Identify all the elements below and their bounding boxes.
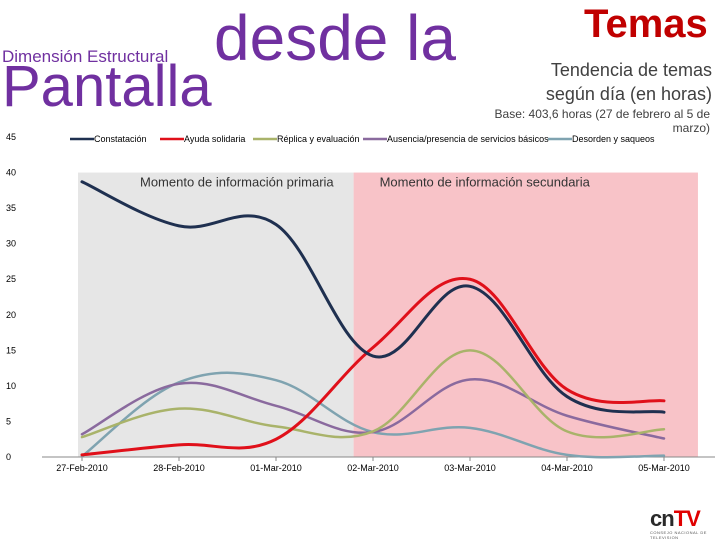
data-point-constatacion: [275, 223, 277, 226]
y-tick-label: 15: [6, 345, 16, 355]
x-tick-label: 04-Mar-2010: [541, 463, 593, 473]
data-point-desorden: [663, 454, 665, 457]
logo-accent-text: TV: [673, 506, 701, 531]
data-point-constatacion: [372, 355, 374, 357]
y-tick-label: 20: [6, 310, 16, 320]
data-point-ausencia: [566, 414, 568, 417]
data-point-ayuda_solidaria: [372, 346, 374, 349]
legend-label-desorden: Desorden y saqueos: [572, 134, 655, 144]
data-point-replica: [275, 425, 277, 428]
x-tick-label: 01-Mar-2010: [250, 463, 302, 473]
y-tick-label: 30: [6, 239, 16, 249]
data-point-desorden: [469, 427, 471, 429]
data-point-constatacion: [469, 285, 471, 288]
data-point-replica: [178, 407, 180, 410]
legend-label-ausencia: Ausencia/presencia de servicios básicos: [387, 134, 549, 144]
base-note: Base: 403,6 horas (27 de febrero al 5 de…: [494, 107, 710, 135]
data-point-replica: [663, 428, 665, 431]
data-point-ayuda_solidaria: [663, 400, 665, 402]
region-primary: [78, 172, 354, 458]
x-tick-label: 05-Mar-2010: [638, 463, 690, 473]
y-tick-label: 40: [6, 168, 16, 178]
page-title-part-1: desde la: [214, 2, 456, 74]
x-tick-label: 03-Mar-2010: [444, 463, 496, 473]
x-tick-label: 02-Mar-2010: [347, 463, 399, 473]
data-point-replica: [469, 349, 471, 352]
x-tick-label: 28-Feb-2010: [153, 463, 205, 473]
data-point-replica: [81, 436, 83, 438]
x-tick-label: 27-Feb-2010: [56, 463, 108, 473]
data-point-ausencia: [81, 433, 83, 436]
data-point-ayuda_solidaria: [469, 278, 471, 281]
y-tick-label: 10: [6, 381, 16, 391]
temas-heading: Temas: [584, 2, 708, 46]
y-tick-label: 45: [6, 132, 16, 142]
legend-label-constatacion: Constatación: [94, 134, 147, 144]
y-tick-label: 35: [6, 203, 16, 213]
data-point-ayuda_solidaria: [178, 444, 180, 446]
data-point-ayuda_solidaria: [275, 438, 277, 441]
data-point-ayuda_solidaria: [81, 454, 83, 456]
logo-subtext: CONSEJO NACIONAL DE TELEVISION: [650, 530, 707, 540]
logo-main-text: cn: [650, 506, 675, 531]
y-tick-label: 5: [6, 416, 11, 426]
data-point-constatacion: [663, 411, 665, 414]
data-point-replica: [372, 430, 374, 433]
region-secondary: [353, 172, 698, 458]
data-point-ayuda_solidaria: [566, 388, 568, 391]
legend-label-replica: Réplica y evaluación: [277, 134, 360, 144]
data-point-ausencia: [469, 378, 471, 381]
legend-label-ayuda_solidaria: Ayuda solidaria: [184, 134, 245, 144]
data-point-desorden: [566, 454, 568, 456]
data-point-ausencia: [663, 437, 665, 440]
data-point-replica: [566, 430, 568, 433]
cntv-logo: cnTV CONSEJO NACIONAL DE TELEVISION: [650, 508, 720, 540]
data-point-ausencia: [178, 382, 180, 385]
chart-title-line-1: Tendencia de temas: [550, 60, 712, 80]
data-point-ausencia: [275, 405, 277, 407]
y-tick-label: 25: [6, 274, 16, 284]
data-point-constatacion: [566, 395, 568, 398]
region-label-primary: Momento de información primaria: [140, 175, 334, 190]
data-point-desorden: [275, 379, 277, 382]
data-point-constatacion: [178, 225, 180, 227]
region-label-secondary: Momento de información secundaria: [380, 175, 591, 190]
page-title-part-2: Pantalla: [2, 54, 212, 119]
y-tick-label: 0: [6, 452, 11, 462]
section-subtitle: Dimensión Estructural: [2, 47, 169, 66]
data-point-constatacion: [81, 181, 83, 183]
chart-title-line-2: según día (en horas): [545, 84, 712, 104]
